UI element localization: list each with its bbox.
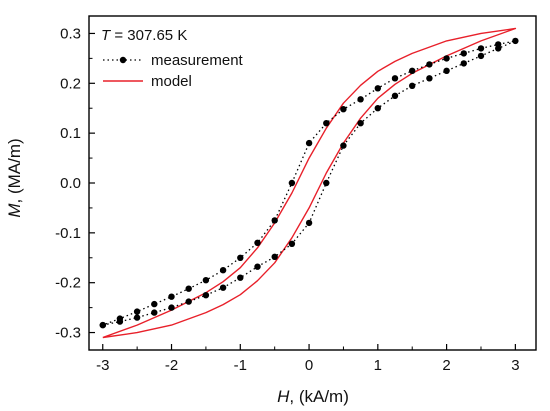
- axis-ticks: [89, 32, 516, 350]
- temperature-annotation: T = 307.65 K: [101, 27, 187, 44]
- x-tick-label: 1: [374, 357, 382, 374]
- x-axis-unit: , (kA/m): [289, 387, 349, 406]
- y-tick-label: 0.2: [60, 75, 81, 92]
- measurement-point: [443, 55, 450, 62]
- x-tick-label: -3: [96, 357, 109, 374]
- y-tick-label: -0.1: [55, 225, 81, 242]
- model-series-line: [102, 27, 517, 339]
- measurement-point: [219, 284, 227, 291]
- x-tick-label: 2: [442, 357, 450, 374]
- x-axis-title: H, (kA/m): [277, 387, 349, 406]
- measurement-point: [357, 96, 364, 103]
- measurement-point: [409, 82, 416, 90]
- measurement-point: [340, 106, 347, 113]
- y-axis-symbol: M: [5, 203, 24, 218]
- measurement-point: [495, 41, 502, 48]
- series-layer: [99, 27, 519, 339]
- measurement-point: [477, 52, 485, 60]
- measurement-point: [374, 85, 381, 92]
- legend-measurement-marker: [119, 56, 127, 64]
- temperature-symbol: T: [101, 27, 112, 44]
- tick-labels: -3 -2 -1 0 1 2 3 -0.3 -0.2 -0.1 0.0 0.1 0.2 0.3: [55, 25, 519, 374]
- measurement-point: [409, 67, 416, 75]
- measurement-point: [426, 61, 433, 68]
- measurement-point: [202, 277, 210, 284]
- measurement-point: [271, 253, 278, 260]
- temperature-value: = 307.65 K: [110, 27, 187, 44]
- legend-model-label: model: [151, 73, 192, 90]
- measurement-point: [391, 92, 399, 100]
- measurement-point: [116, 315, 124, 322]
- measurement-point: [254, 263, 261, 270]
- measurement-point: [477, 45, 485, 52]
- measurement-point: [391, 75, 399, 82]
- measurement-point: [151, 300, 158, 308]
- x-tick-label: 3: [511, 357, 519, 374]
- measurement-point: [151, 309, 158, 316]
- y-axis-title: M, (MA/m): [5, 138, 24, 217]
- measurement-point: [202, 292, 210, 299]
- measurement-point: [443, 67, 450, 75]
- y-tick-label: -0.3: [55, 325, 81, 342]
- measurement-point: [512, 37, 519, 45]
- measurement-point: [357, 120, 364, 127]
- y-tick-label: 0.3: [60, 25, 81, 42]
- y-tick-label: -0.2: [55, 275, 81, 292]
- measurement-point: [168, 293, 175, 300]
- measurement-point: [323, 179, 330, 187]
- measurement-point: [460, 50, 467, 57]
- measurement-point: [460, 60, 467, 67]
- measurement-point: [288, 179, 296, 187]
- y-tick-label: 0.0: [60, 175, 81, 192]
- measurement-point: [237, 274, 244, 281]
- y-tick-label: 0.1: [60, 125, 81, 142]
- x-tick-label: -2: [165, 357, 178, 374]
- measurement-point: [185, 285, 192, 292]
- measurement-point: [340, 142, 347, 149]
- measurement-point: [133, 314, 141, 321]
- legend-measurement-label: measurement: [151, 52, 244, 69]
- measurement-point: [271, 217, 278, 224]
- measurement-point: [305, 139, 313, 147]
- measurement-point: [288, 240, 296, 247]
- measurement-point: [133, 308, 141, 315]
- x-axis-symbol: H: [277, 387, 290, 406]
- measurement-point: [185, 298, 192, 305]
- measurement-point: [219, 267, 227, 274]
- measurement-point: [99, 321, 107, 329]
- measurement-point: [254, 239, 261, 246]
- measurement-point: [237, 254, 244, 261]
- measurement-point: [305, 219, 313, 227]
- measurement-point: [323, 120, 330, 127]
- x-tick-label: -1: [234, 357, 247, 374]
- legend: measurement model: [103, 52, 244, 90]
- x-tick-label: 0: [305, 357, 313, 374]
- measurement-point: [426, 75, 433, 82]
- y-axis-unit: , (MA/m): [5, 138, 24, 203]
- measurement-point: [374, 105, 381, 112]
- measurement-point: [168, 304, 175, 311]
